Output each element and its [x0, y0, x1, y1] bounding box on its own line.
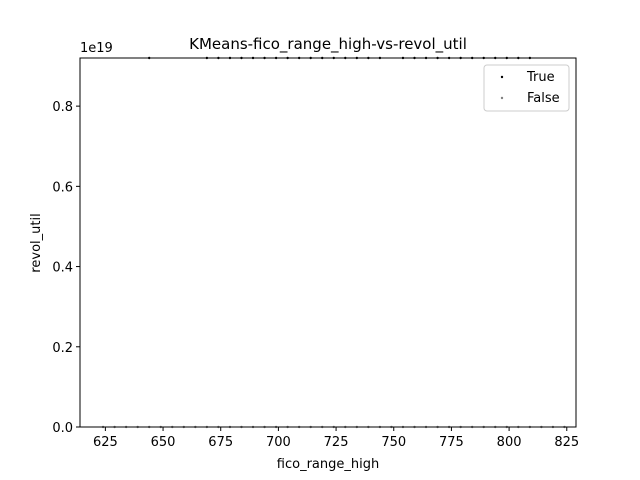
x-tick-label: 825	[554, 435, 579, 450]
legend-marker-false	[500, 96, 504, 100]
y-tick-label: 0.8	[52, 100, 73, 115]
y-offset-label: 1e19	[80, 41, 113, 56]
x-tick-label: 650	[151, 435, 176, 450]
x-tick-label: 800	[497, 435, 522, 450]
y-tick-label: 0.2	[52, 341, 73, 356]
x-tick-label: 625	[93, 435, 118, 450]
x-tick-label: 725	[324, 435, 349, 450]
y-tick-label: 0.0	[52, 421, 73, 436]
legend-label-false: False	[527, 91, 560, 106]
x-tick-label: 675	[208, 435, 233, 450]
y-tick-label: 0.4	[52, 261, 73, 276]
y-axis-label: revol_util	[29, 213, 44, 272]
legend-box	[483, 64, 570, 112]
x-tick-label: 700	[266, 435, 291, 450]
x-axis-ticks: 625 650 675 700 725 750 775 800 825	[93, 427, 579, 450]
y-axis-ticks: 0.0 0.2 0.4 0.6 0.8	[52, 100, 80, 436]
plot-area-frame	[79, 57, 577, 428]
y-tick-label: 0.6	[52, 180, 73, 195]
x-axis-label: fico_range_high	[277, 457, 379, 472]
legend-label-true: True	[526, 70, 555, 85]
x-tick-label: 750	[381, 435, 406, 450]
legend: True False	[483, 64, 570, 112]
legend-marker-true	[500, 75, 504, 79]
x-tick-label: 775	[439, 435, 464, 450]
chart-title: KMeans-fico_range_high-vs-revol_util	[189, 35, 467, 54]
